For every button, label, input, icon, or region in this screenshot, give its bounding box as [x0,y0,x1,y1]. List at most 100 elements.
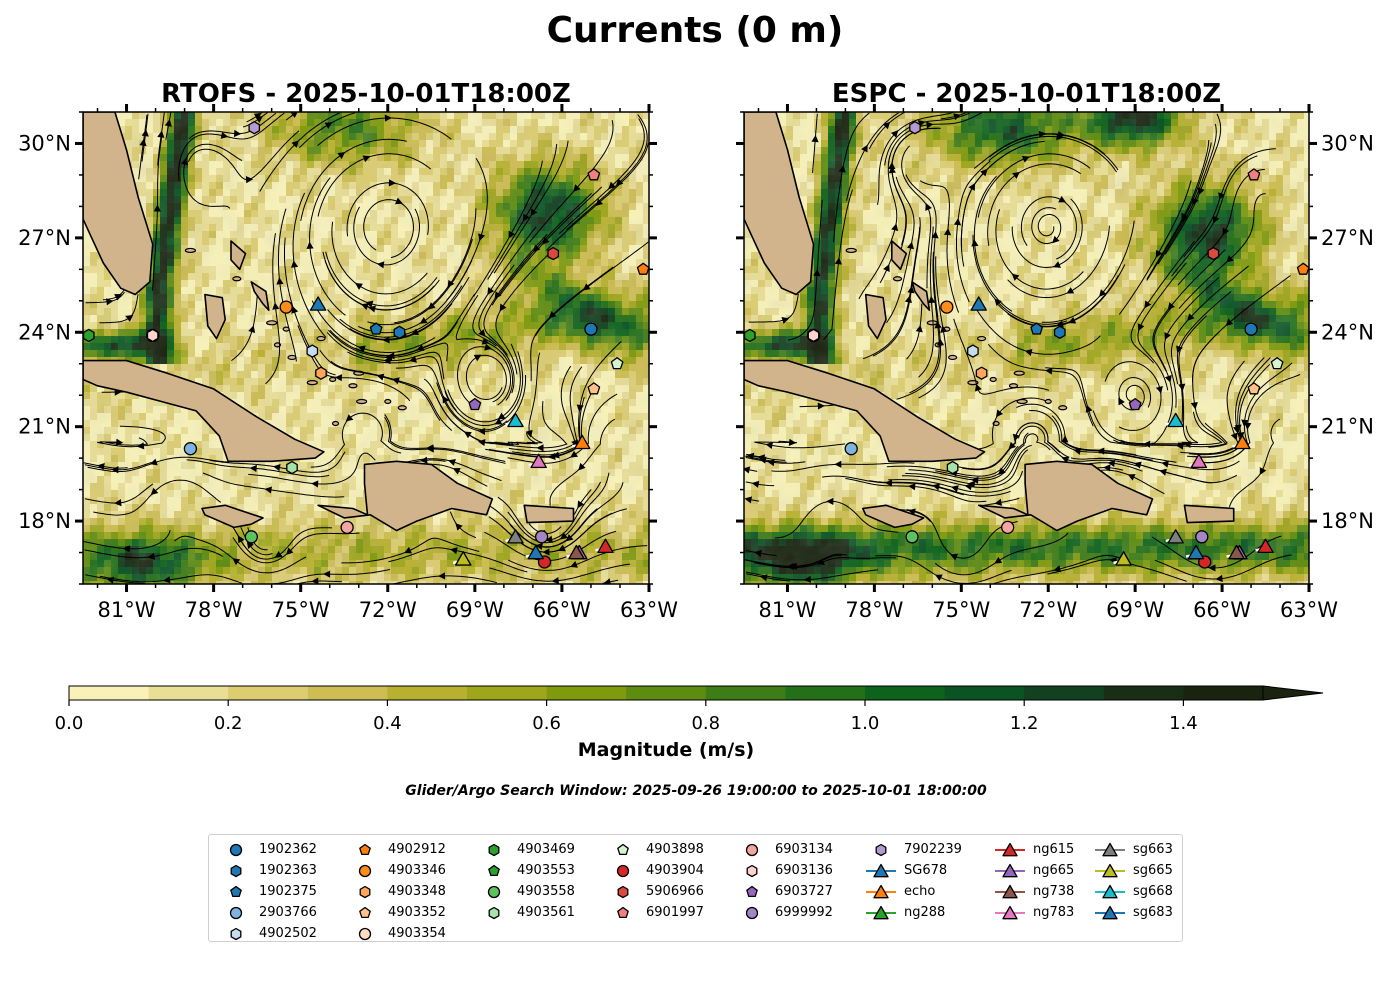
legend-marker [489,887,500,898]
legend-label: 4903469 [517,842,575,857]
legend-label: 1902363 [259,863,317,878]
colorbar-tick-label: 1.2 [1010,713,1039,734]
colorbar-tick-label: 1.0 [851,713,880,734]
legend-swatch-triangle-icon [993,860,1027,880]
small-island [1009,384,1017,388]
legend-swatch-circle-icon [219,839,253,859]
legend-marker [360,908,370,918]
legend-marker [489,866,499,876]
x-tick-label: 75°W [932,598,990,622]
legend-swatch-circle-icon [606,860,640,880]
search-window-caption: Glider/Argo Search Window: 2025-09-26 19… [405,783,987,799]
legend-marker [231,908,242,919]
small-island [330,377,336,381]
x-tick-label: 66°W [533,598,591,622]
legend-swatch-pentagon-icon [348,902,382,922]
legend-swatch-hexagon-icon [219,860,253,880]
legend-marker [489,845,499,856]
x-tick-label: 63°W [1280,598,1338,622]
small-island [1014,371,1024,375]
legend-label: 4903354 [388,926,446,941]
marker-4903558 [245,531,257,543]
legend-item-4903469: 4903469 [477,839,575,859]
legend-label: sg683 [1133,905,1173,920]
colorbar-tick-label: 0.2 [214,713,243,734]
y-tick-label: 18°N [1321,509,1374,533]
legend-item-SG678: SG678 [864,860,947,880]
legend-label: 2903766 [259,905,317,920]
x-tick-label: 63°W [620,598,678,622]
x-tick-label: 69°W [446,598,504,622]
legend-item-4903898: 4903898 [606,839,704,859]
legend-label: ng665 [1033,863,1074,878]
legend-swatch-hexagon-icon [477,839,511,859]
legend-item-sg663: sg663 [1093,839,1173,859]
legend-swatch-hexagon-icon [219,923,253,943]
legend-marker [618,845,628,855]
legend-label: sg665 [1133,863,1173,878]
y-tick-label: 18°N [18,509,71,533]
marker-7902239 [910,122,920,134]
legend-swatch-circle-icon [219,902,253,922]
legend-swatch-circle-icon [477,881,511,901]
legend-item-sg665: sg665 [1093,860,1173,880]
colorbar-segment [626,686,706,700]
legend-swatch-hexagon-icon [348,881,382,901]
x-tick-label: 78°W [185,598,243,622]
colorbar-segment [69,686,149,700]
legend-item-ng738: ng738 [993,881,1074,901]
legend-label: ng615 [1033,842,1074,857]
small-island [233,277,241,281]
legend-item-1902375: 1902375 [219,881,317,901]
legend-label: SG678 [904,863,947,878]
legend-label: 4903561 [517,905,575,920]
legend-item-6903727: 6903727 [735,881,833,901]
legend-item-sg683: sg683 [1093,902,1173,922]
marker-1902363 [1055,326,1065,338]
legend-marker [747,845,758,856]
legend-swatch-pentagon-icon [606,839,640,859]
marker-4903558 [906,531,918,543]
colorbar-segment [706,686,786,700]
legend-marker [618,908,628,918]
legend-item-4903561: 4903561 [477,902,575,922]
legend-marker [360,887,370,898]
legend-marker [876,845,886,856]
legend-swatch-triangle-icon [1093,860,1127,880]
legend-item-6903134: 6903134 [735,839,833,859]
legend-swatch-pentagon-icon [735,881,769,901]
panel-title: RTOFS - 2025-10-01T18:00Z [161,79,571,109]
legend-label: 4903553 [517,863,575,878]
colorbar-segment [785,686,865,700]
legend-label: 1902362 [259,842,317,857]
legend-swatch-triangle-icon [993,881,1027,901]
legend-marker [360,866,371,877]
panel-title: ESPC - 2025-10-01T18:00Z [832,79,1221,109]
small-island [927,321,937,325]
legend-item-echo: echo [864,881,935,901]
small-island [267,321,277,325]
legend-label: 4903346 [388,863,446,878]
legend-swatch-circle-icon [348,923,382,943]
marker-4903561 [947,462,957,474]
legend-item-6999992: 6999992 [735,902,833,922]
marker-4903346 [280,301,292,313]
legend-label: 4902502 [259,926,317,941]
legend-label: 6903136 [775,863,833,878]
land-puertorico [1184,505,1233,522]
colorbar-tick-label: 0.4 [373,713,402,734]
legend-item-4903904: 4903904 [606,860,704,880]
x-tick-label: 81°W [758,598,816,622]
y-tick-label: 21°N [18,415,71,439]
legend-marker [231,866,241,877]
colorbar-segment [467,686,547,700]
marker-4903346 [941,301,953,313]
legend-item-5906966: 5906966 [606,881,704,901]
marker-1902363 [394,326,404,338]
legend-label: ng783 [1033,905,1074,920]
legend-label: 6901997 [646,905,704,920]
legend-label: echo [904,884,935,899]
